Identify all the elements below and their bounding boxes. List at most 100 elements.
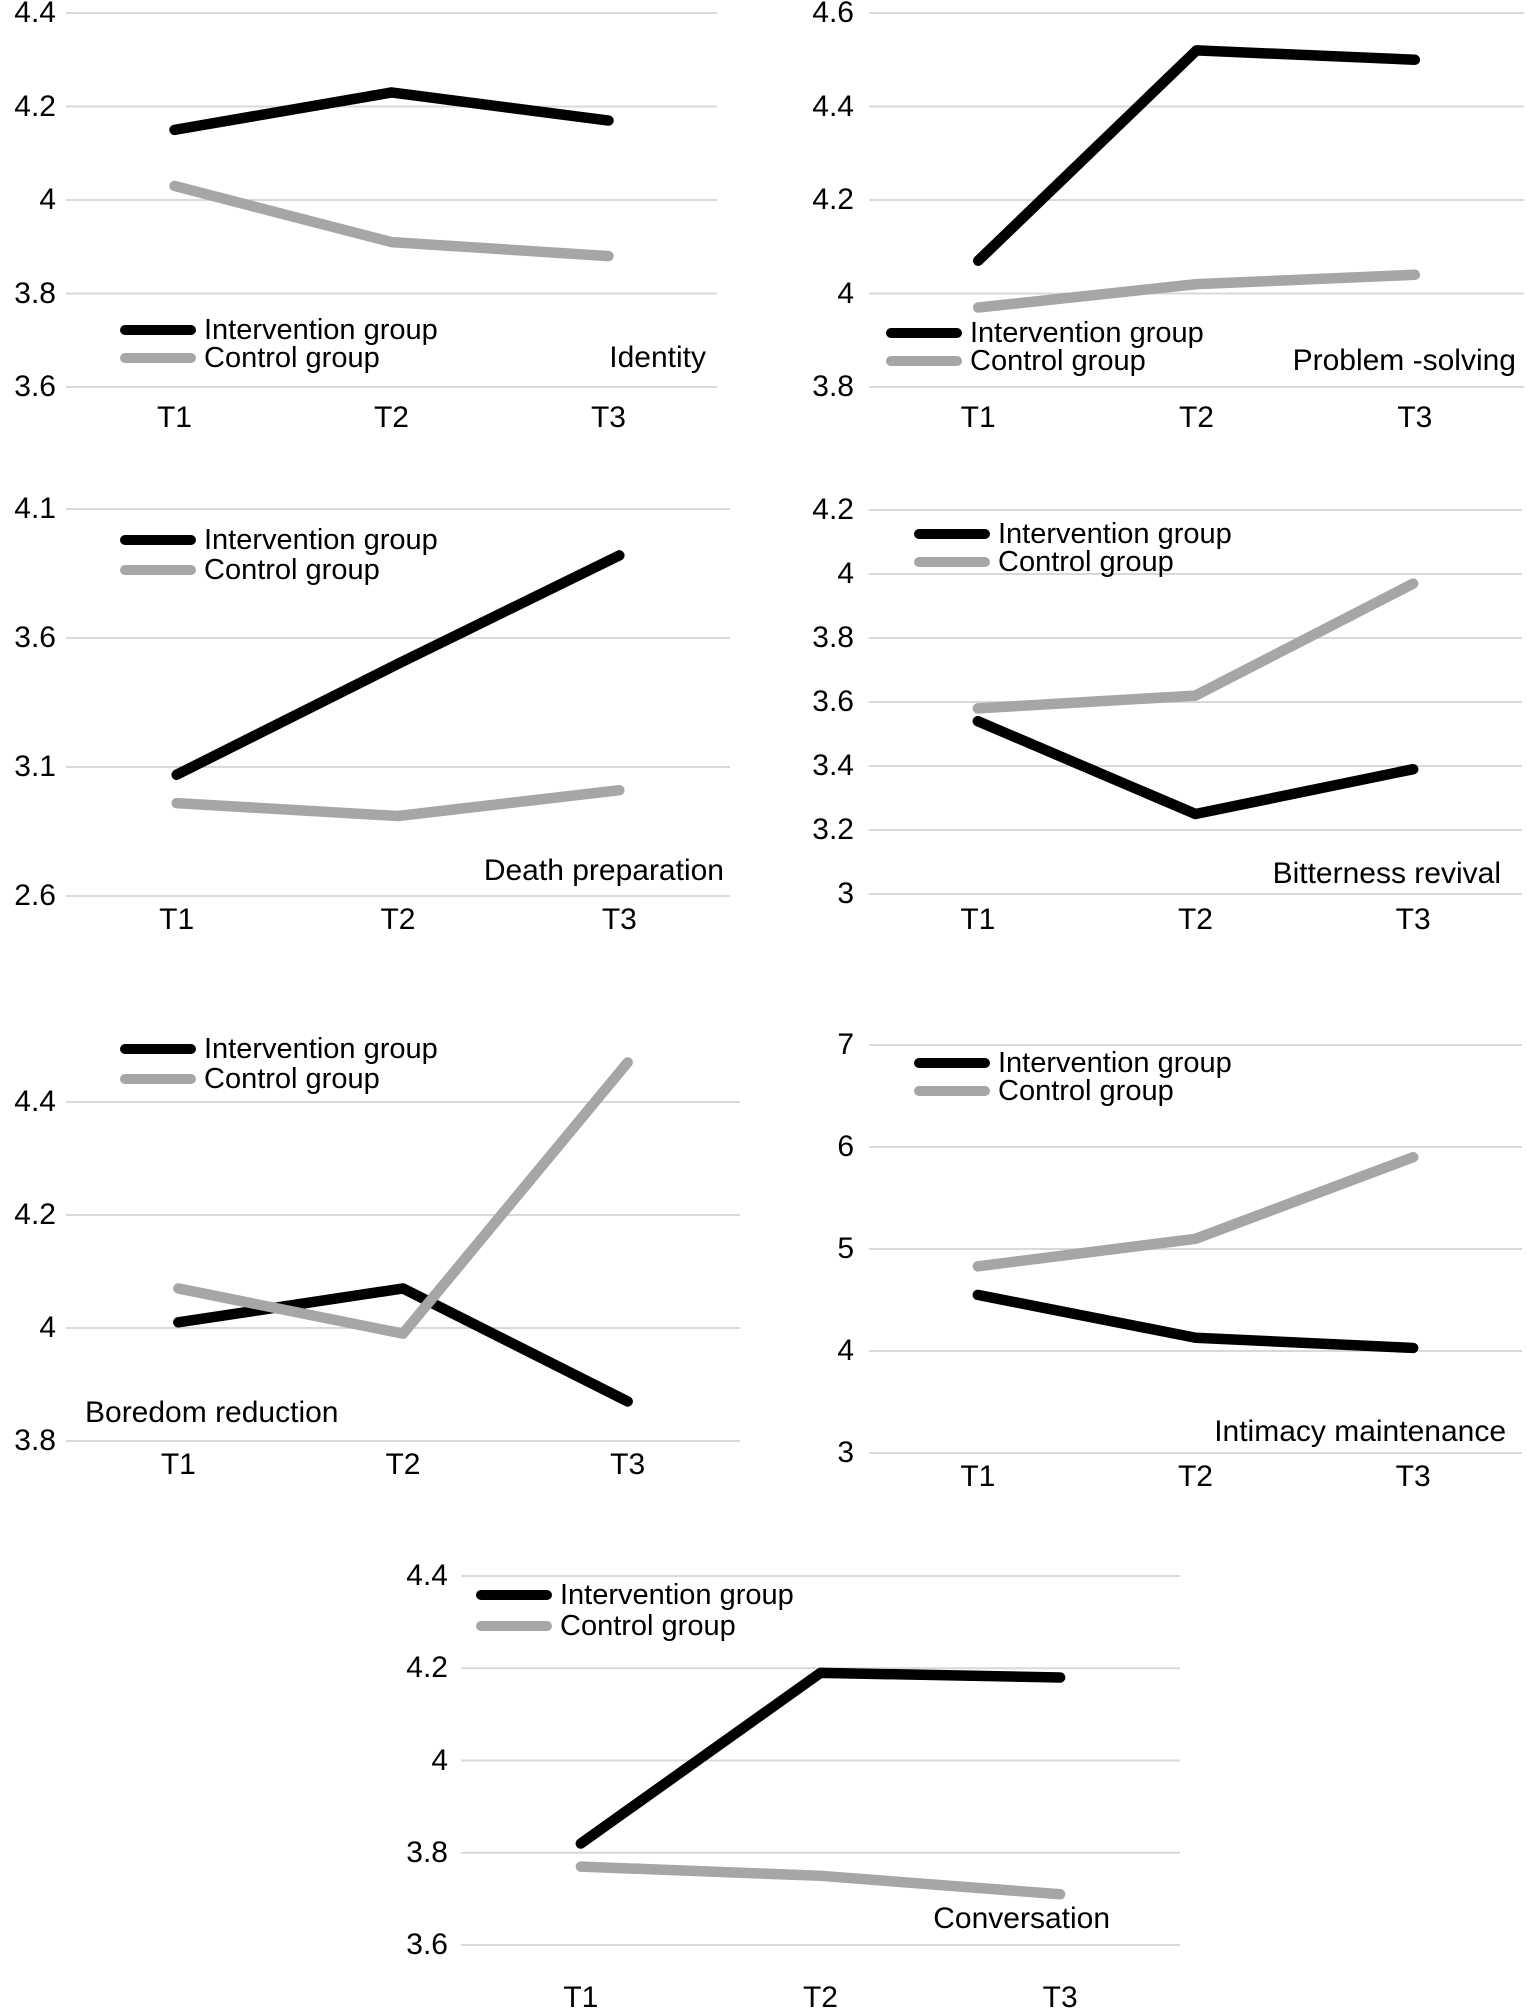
legend-label: Intervention group	[204, 313, 438, 346]
legend-item-intervention: Intervention group	[476, 1579, 794, 1611]
legend-label: Control group	[204, 553, 380, 586]
control-line-swatch	[914, 1086, 990, 1096]
control-line	[171, 784, 625, 822]
legend-item-intervention: Intervention group	[886, 317, 1204, 349]
y-tick-label: 3.6	[14, 621, 56, 654]
x-tick-label: T2	[385, 1448, 421, 1481]
x-tick-label: T2	[1177, 1460, 1213, 1493]
intervention-line-swatch	[476, 1590, 552, 1600]
y-tick-label: 4	[837, 1334, 854, 1367]
intervention-line-swatch	[120, 535, 196, 545]
legend-label: Intervention group	[204, 1032, 438, 1065]
chart-problem-solving: 4.6 4.4 4.2 4 3.8 T1 T2 T3 Intervention group Con…	[764, 0, 1527, 450]
y-tick-label: 3.6	[406, 1928, 448, 1961]
y-tick-label: 4.4	[14, 0, 56, 29]
legend-item-intervention: Intervention group	[120, 524, 438, 556]
x-tick-label: T1	[563, 1981, 599, 2014]
x-tick-label: T1	[156, 401, 192, 434]
y-tick-label: 3.8	[14, 276, 56, 310]
plot-area	[461, 1575, 1180, 1946]
y-tick-label: 4.1	[14, 492, 56, 525]
chart-identity: 4.4 4.2 4 3.8 3.6 T1 T2 T3 Intervention group Con…	[0, 0, 763, 450]
intervention-line	[173, 1283, 633, 1407]
x-tick-label: T3	[601, 903, 637, 936]
control-line-swatch	[120, 353, 196, 363]
y-tick-label: 4	[431, 1743, 448, 1777]
intervention-line	[575, 1667, 1066, 1849]
x-tick-label: T1	[160, 1448, 196, 1481]
y-tick-label: 4	[39, 183, 56, 216]
intervention-line	[171, 550, 625, 780]
x-tick-label: T2	[380, 903, 416, 936]
plot-area	[869, 1044, 1522, 1454]
intervention-line	[972, 715, 1419, 820]
legend-item-control: Control group	[914, 1075, 1174, 1107]
legend-label: Intervention group	[998, 517, 1232, 550]
control-line-swatch	[120, 1074, 196, 1084]
legend-label: Intervention group	[204, 523, 438, 556]
legend-item-control: Control group	[120, 554, 380, 586]
legend-item-control: Control group	[886, 345, 1146, 377]
legend-label: Intervention group	[998, 1046, 1232, 1079]
y-tick-label: 3.6	[812, 685, 854, 718]
legend-label: Intervention group	[560, 1578, 794, 1611]
y-tick-label: 3.4	[812, 749, 854, 782]
control-line-swatch	[476, 1621, 552, 1631]
intervention-line	[972, 1289, 1419, 1354]
x-tick-label: T2	[373, 401, 409, 434]
x-tick-label: T3	[1395, 1460, 1431, 1493]
legend-item-control: Control group	[914, 546, 1174, 578]
plot-area	[869, 12, 1524, 388]
y-tick-label: 3.8	[406, 1835, 448, 1869]
control-line-swatch	[120, 565, 196, 575]
legend-label: Control group	[204, 1062, 380, 1095]
y-tick-label: 2.6	[14, 879, 56, 912]
y-tick-label: 4.4	[14, 1085, 56, 1118]
chart-title-label: Intimacy maintenance	[1214, 1415, 1506, 1448]
chart-intimacy-maintenance: 7 6 5 4 3 T1 T2 T3 Intervention group Control gro…	[764, 985, 1527, 1493]
y-tick-label: 4	[39, 1311, 56, 1344]
chart-title-label: Conversation	[933, 1902, 1110, 1935]
intervention-line-swatch	[120, 325, 196, 335]
legend-item-control: Control group	[120, 1063, 380, 1095]
chart-title-label: Death preparation	[483, 854, 724, 887]
y-tick-label: 4.2	[14, 89, 56, 123]
legend-label: Control group	[560, 1609, 736, 1642]
legend-label: Control group	[204, 341, 380, 374]
y-tick-label: 3.8	[812, 370, 854, 403]
y-tick-label: 3.6	[14, 370, 56, 403]
control-line-swatch	[914, 557, 990, 567]
chart-bitterness-revival: 4.2 4 3.8 3.6 3.4 3.2 3 T1 T2 T3 Intervention grou…	[764, 470, 1527, 938]
intervention-line	[972, 45, 1421, 267]
x-tick-label: T3	[1397, 401, 1433, 434]
y-tick-label: 6	[837, 1130, 854, 1163]
control-line	[972, 269, 1421, 313]
chart-title-label: Boredom reduction	[85, 1396, 339, 1429]
plot-area	[66, 508, 730, 897]
control-line	[169, 180, 614, 262]
legend-item-intervention: Intervention group	[914, 518, 1232, 550]
legend-item-control: Control group	[476, 1610, 736, 1642]
chart-title-label: Bitterness revival	[1272, 857, 1501, 890]
chart-death-preparation: 4.1 3.6 3.1 2.6 T1 T2 T3 Intervention group Cont…	[0, 470, 763, 938]
intervention-line-swatch	[914, 529, 990, 539]
y-tick-label: 4.4	[406, 1559, 448, 1592]
x-tick-label: T3	[1395, 903, 1431, 936]
control-line	[972, 578, 1419, 714]
legend-item-intervention: Intervention group	[914, 1047, 1232, 1079]
y-tick-label: 3.8	[14, 1424, 56, 1457]
y-tick-label: 3.8	[812, 621, 854, 654]
y-tick-label: 4	[837, 276, 854, 310]
x-tick-label: T3	[610, 1448, 646, 1481]
x-tick-label: T2	[1178, 401, 1214, 434]
chart-conversation: 4.4 4.2 4 3.8 3.6 T1 T2 T3 Intervention group Con…	[360, 1500, 1180, 2016]
intervention-line-swatch	[120, 1044, 196, 1054]
chart-title-label: Problem -solving	[1292, 344, 1516, 377]
y-tick-label: 3	[837, 1436, 854, 1469]
intervention-line-swatch	[914, 1058, 990, 1068]
y-tick-label: 4.6	[812, 0, 854, 29]
x-tick-label: T2	[802, 1981, 838, 2014]
y-tick-label: 4.2	[812, 183, 854, 216]
intervention-line-swatch	[886, 328, 962, 338]
control-line	[575, 1861, 1066, 1900]
